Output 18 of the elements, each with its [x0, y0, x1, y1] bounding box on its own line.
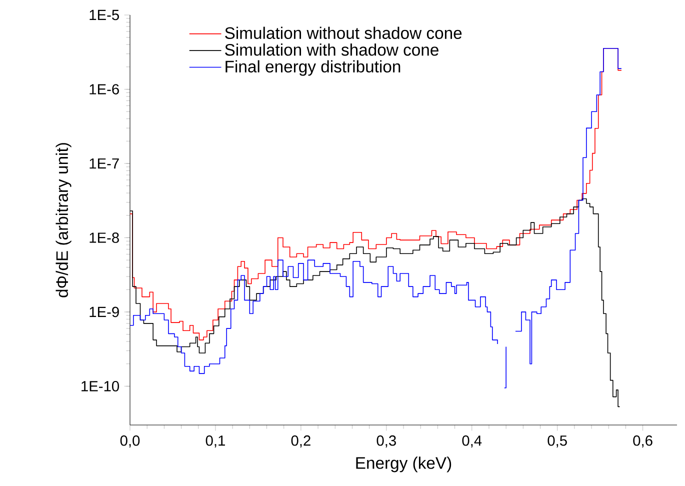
x-tick-label: 0,5 [548, 435, 567, 448]
legend-label: Final energy distribution [226, 60, 400, 76]
legend-label: Simulation with shadow cone [225, 43, 438, 56]
x-tick-label: 0,0 [120, 435, 140, 448]
x-tick-label: 0,6 [633, 435, 652, 448]
y-tick-label: 1E-6 [90, 84, 119, 94]
y-tick-label: 1E-5 [90, 10, 119, 20]
y-axis-title: dΦ/dE (arbitrary unit) [56, 143, 72, 298]
y-tick-label: 1E-9 [90, 306, 119, 318]
x-tick-label: 0,4 [462, 435, 482, 448]
legend-label: Simulation without shadow cone [225, 26, 462, 39]
y-tick-label: 1E-8 [90, 232, 119, 243]
x-tick-label: 0,3 [376, 435, 396, 448]
y-tick-label: 1E-7 [90, 158, 119, 169]
y-tick-label: 1E-10 [82, 381, 120, 392]
x-axis-title: Energy (keV) [356, 456, 452, 472]
x-tick-label: 0,2 [291, 435, 310, 448]
x-tick-label: 0,1 [206, 435, 225, 448]
